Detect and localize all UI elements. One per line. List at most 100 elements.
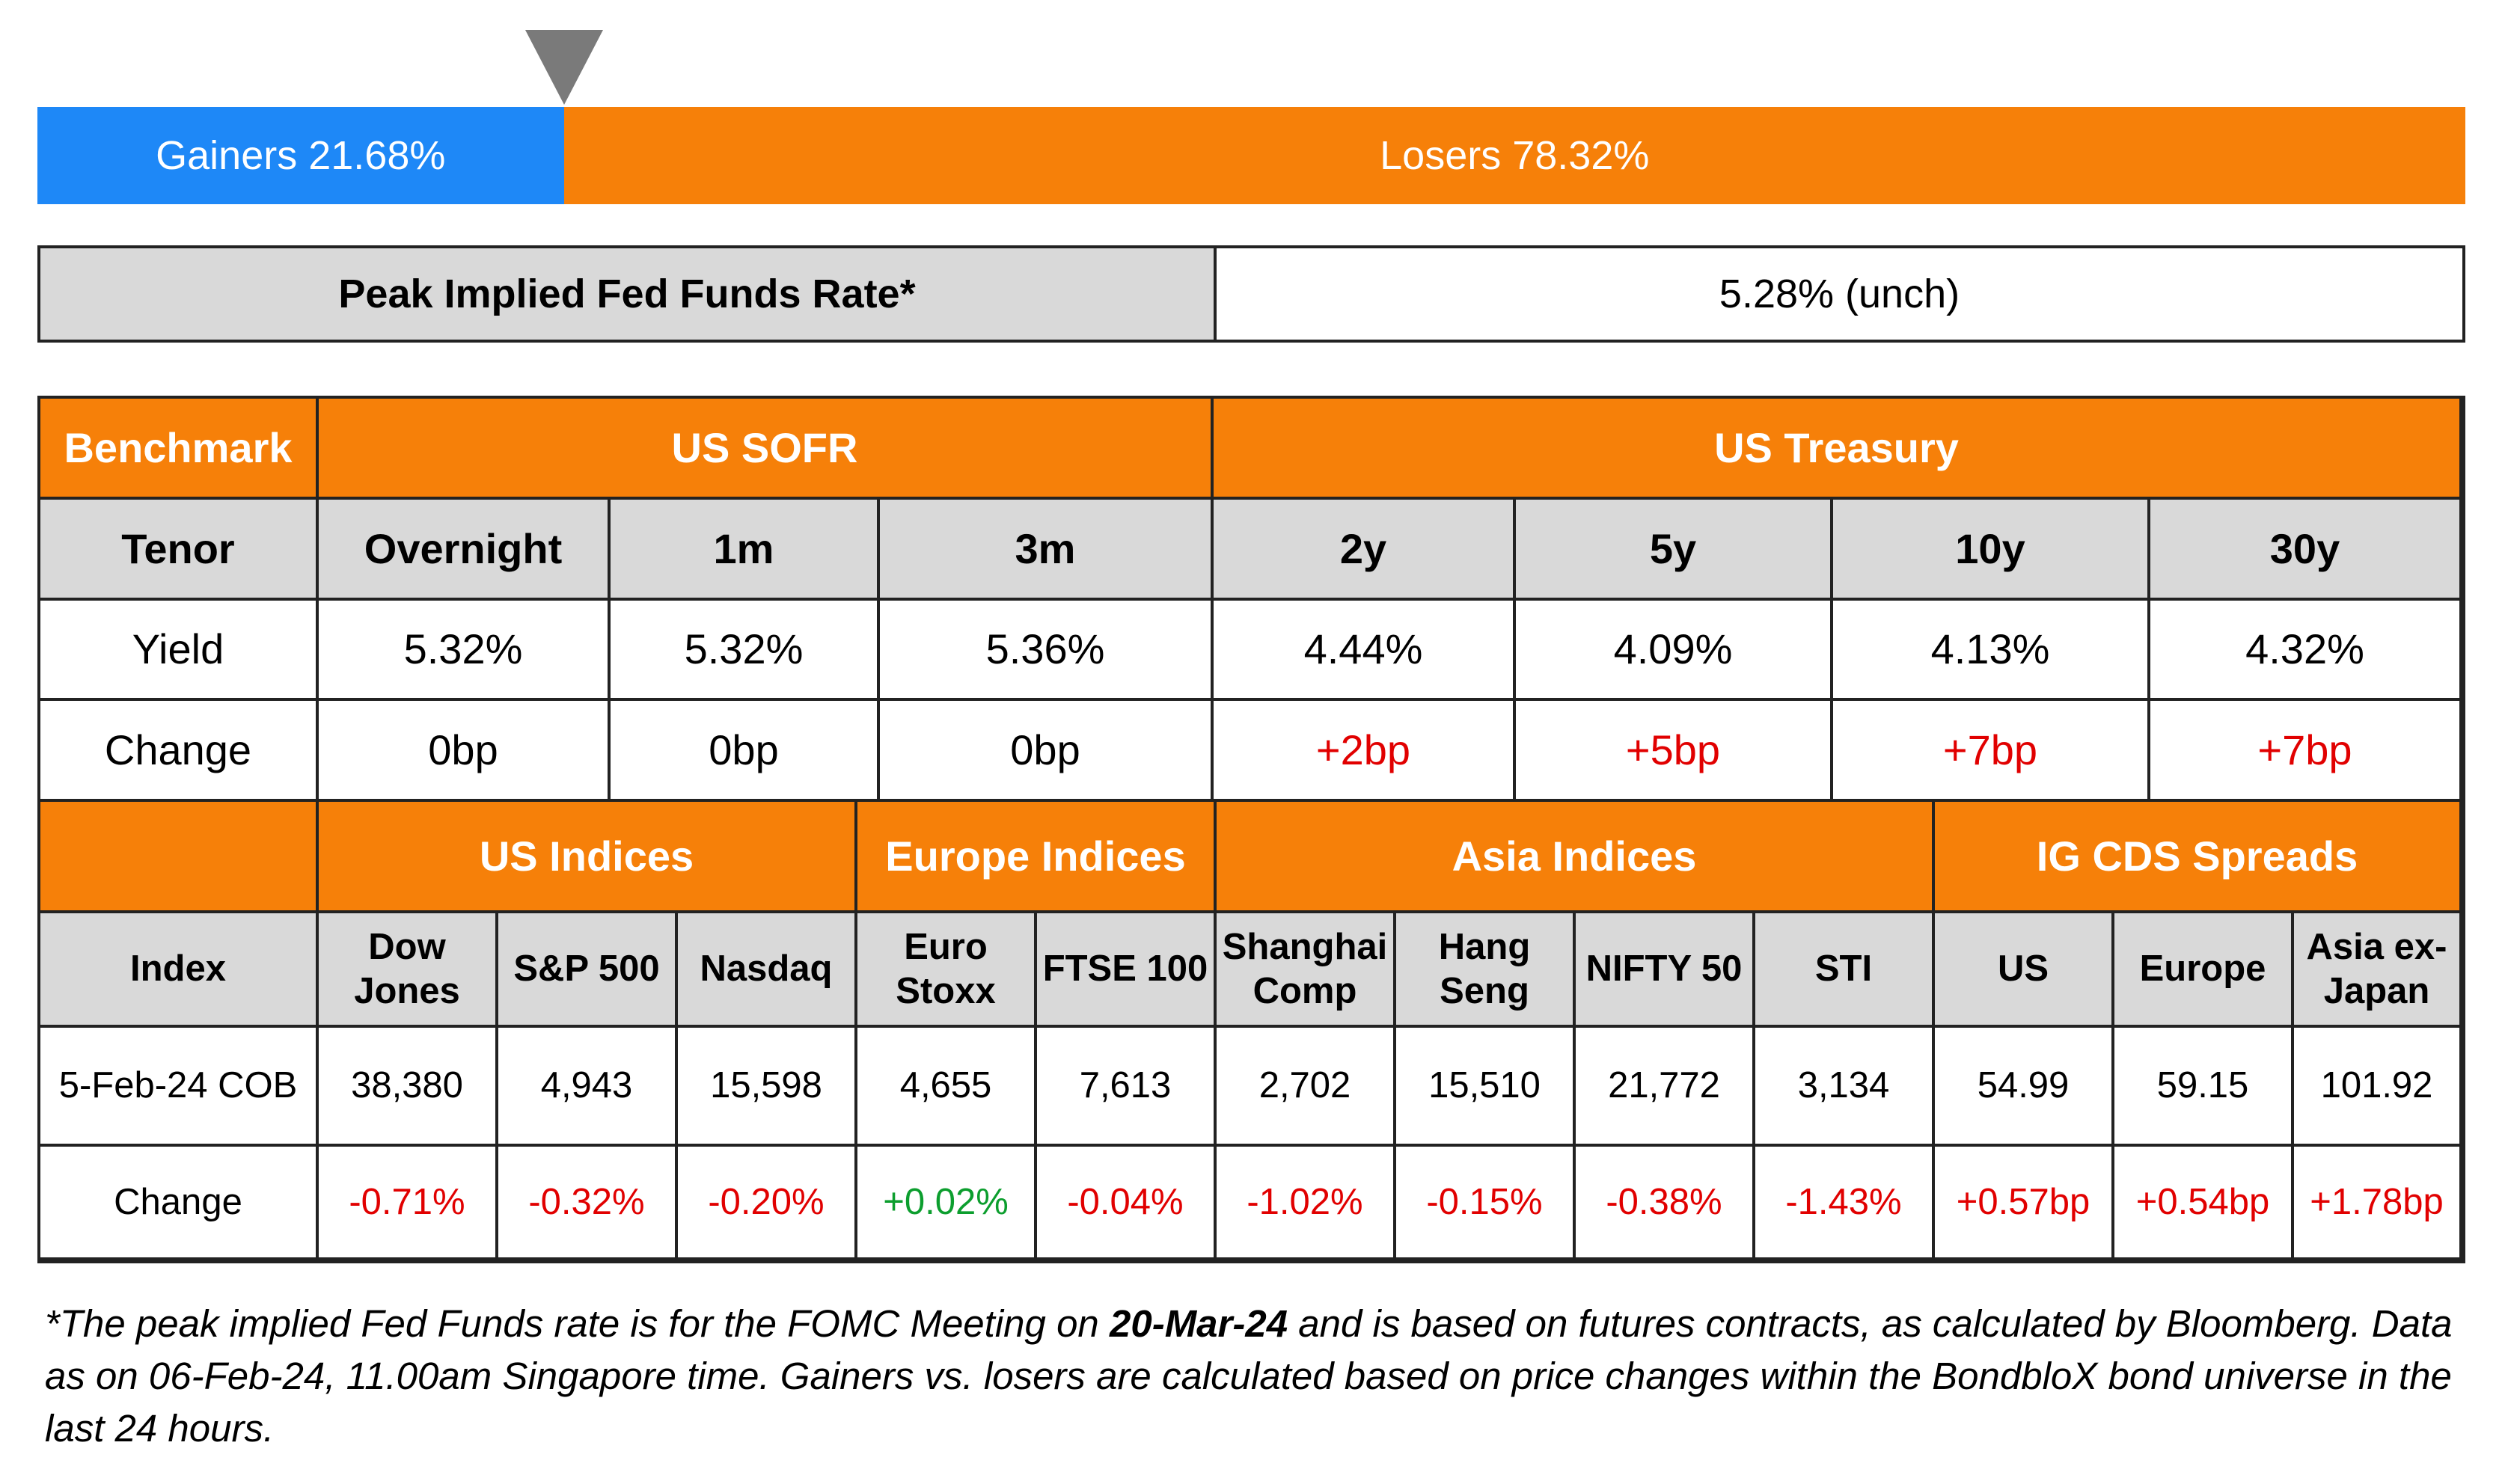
index-name-header: STI — [1755, 913, 1935, 1028]
index-value: 15,510 — [1396, 1028, 1576, 1147]
index-change: -0.32% — [498, 1147, 678, 1260]
index-name-line1: FTSE 100 — [1042, 948, 1208, 990]
index-name-line1: NIFTY 50 — [1585, 948, 1743, 990]
tenor-header: 1m — [611, 500, 880, 601]
gainers-losers-bar: Gainers 21.68% Losers 78.32% — [37, 107, 2465, 204]
footnote-text-1: *The peak implied Fed Funds rate is for … — [45, 1302, 1110, 1345]
index-name-line1: S&P 500 — [513, 948, 660, 990]
index-name-header: Hang Seng — [1396, 913, 1576, 1028]
index-change: -0.71% — [319, 1147, 498, 1260]
change-label: Change — [40, 701, 319, 802]
yield-value: 4.44% — [1214, 601, 1516, 701]
index-name-line1: Europe — [2139, 948, 2266, 990]
ig-cds-header: IG CDS Spreads — [1935, 802, 2462, 913]
tenor-header: Overnight — [319, 500, 611, 601]
index-name-line2: Jones — [354, 970, 460, 1011]
gainers-segment: Gainers 21.68% — [37, 107, 564, 204]
index-value: 15,598 — [678, 1028, 857, 1147]
index-name-header: Asia ex- Japan — [2294, 913, 2462, 1028]
blank-header — [40, 802, 319, 913]
index-value: 21,772 — [1576, 1028, 1755, 1147]
yield-value: 5.36% — [880, 601, 1214, 701]
index-label: Index — [40, 913, 319, 1028]
index-name-line1: US — [1997, 948, 2049, 990]
yield-change: +5bp — [1516, 701, 1833, 802]
index-change: +0.57bp — [1935, 1147, 2114, 1260]
index-name-line2: Seng — [1440, 970, 1529, 1011]
index-name-line2: Stoxx — [896, 970, 996, 1011]
yield-value: 4.09% — [1516, 601, 1833, 701]
index-change: -1.43% — [1755, 1147, 1935, 1260]
index-name-header: Dow Jones — [319, 913, 498, 1028]
yield-change: +7bp — [1833, 701, 2150, 802]
footnote: *The peak implied Fed Funds rate is for … — [45, 1298, 2462, 1455]
tenor-header: 30y — [2150, 500, 2462, 601]
peak-rate-value: 5.28% (unch) — [1217, 248, 2462, 340]
index-change: +0.02% — [857, 1147, 1037, 1260]
yield-value: 5.32% — [611, 601, 880, 701]
index-value: 38,380 — [319, 1028, 498, 1147]
index-value: 4,943 — [498, 1028, 678, 1147]
tenor-header: 2y — [1214, 500, 1516, 601]
yield-change: 0bp — [611, 701, 880, 802]
europe-indices-header: Europe Indices — [857, 802, 1217, 913]
index-change-label: Change — [40, 1147, 319, 1260]
index-change: -0.04% — [1037, 1147, 1217, 1260]
index-name-line1: Dow — [368, 926, 446, 967]
asia-indices-header: Asia Indices — [1217, 802, 1935, 913]
tenor-header: 10y — [1833, 500, 2150, 601]
index-value: 3,134 — [1755, 1028, 1935, 1147]
yield-value: 5.32% — [319, 601, 611, 701]
index-value: 2,702 — [1217, 1028, 1396, 1147]
peak-rate-label: Peak Implied Fed Funds Rate* — [40, 248, 1217, 340]
index-change: -1.02% — [1217, 1147, 1396, 1260]
index-value: 101.92 — [2294, 1028, 2462, 1147]
index-value: 59.15 — [2114, 1028, 2294, 1147]
yield-change: +2bp — [1214, 701, 1516, 802]
index-name-line1: Shanghai — [1222, 926, 1388, 967]
index-name-line1: Euro — [904, 926, 988, 967]
index-change: -0.20% — [678, 1147, 857, 1260]
index-name-line1: Nasdaq — [700, 948, 833, 990]
index-name-line2: Comp — [1252, 970, 1357, 1011]
split-marker-triangle-icon — [524, 30, 603, 105]
index-name-header: Euro Stoxx — [857, 913, 1037, 1028]
sofr-group-header: US SOFR — [319, 399, 1214, 500]
index-name-line1: Asia ex- — [2306, 926, 2447, 967]
treasury-group-header: US Treasury — [1214, 399, 2462, 500]
index-change: +1.78bp — [2294, 1147, 2462, 1260]
index-name-line2: Japan — [2323, 970, 2430, 1011]
index-value: 7,613 — [1037, 1028, 1217, 1147]
index-change: -0.15% — [1396, 1147, 1576, 1260]
yield-change: 0bp — [319, 701, 611, 802]
tenor-header: 5y — [1516, 500, 1833, 601]
yield-change: +7bp — [2150, 701, 2462, 802]
footnote-meeting-date: 20-Mar-24 — [1109, 1302, 1288, 1345]
benchmark-header: Benchmark — [40, 399, 319, 500]
index-name-header: FTSE 100 — [1037, 913, 1217, 1028]
index-name-line1: STI — [1814, 948, 1873, 990]
yield-value: 4.32% — [2150, 601, 2462, 701]
tenor-header: 3m — [880, 500, 1214, 601]
yield-label: Yield — [40, 601, 319, 701]
footnote-text-2: and is based on futures contracts, as ca… — [45, 1302, 2453, 1450]
index-name-header: NIFTY 50 — [1576, 913, 1755, 1028]
us-indices-header: US Indices — [319, 802, 857, 913]
index-name-header: Europe — [2114, 913, 2294, 1028]
index-name-line1: Hang — [1438, 926, 1531, 967]
index-change: +0.54bp — [2114, 1147, 2294, 1260]
index-value: 4,655 — [857, 1028, 1037, 1147]
tenor-label: Tenor — [40, 500, 319, 601]
index-name-header: Shanghai Comp — [1217, 913, 1396, 1028]
yield-value: 4.13% — [1833, 601, 2150, 701]
losers-segment: Losers 78.32% — [563, 107, 2465, 204]
yield-change: 0bp — [880, 701, 1214, 802]
market-table: Benchmark US SOFR US Treasury Tenor Yield Cha… — [37, 396, 2465, 1263]
date-label: 5-Feb-24 COB — [40, 1028, 319, 1147]
index-change: -0.38% — [1576, 1147, 1755, 1260]
index-name-header: US — [1935, 913, 2114, 1028]
index-name-header: Nasdaq — [678, 913, 857, 1028]
peak-rate-box: Peak Implied Fed Funds Rate* 5.28% (unch… — [37, 245, 2465, 343]
index-name-header: S&P 500 — [498, 913, 678, 1028]
index-value: 54.99 — [1935, 1028, 2114, 1147]
